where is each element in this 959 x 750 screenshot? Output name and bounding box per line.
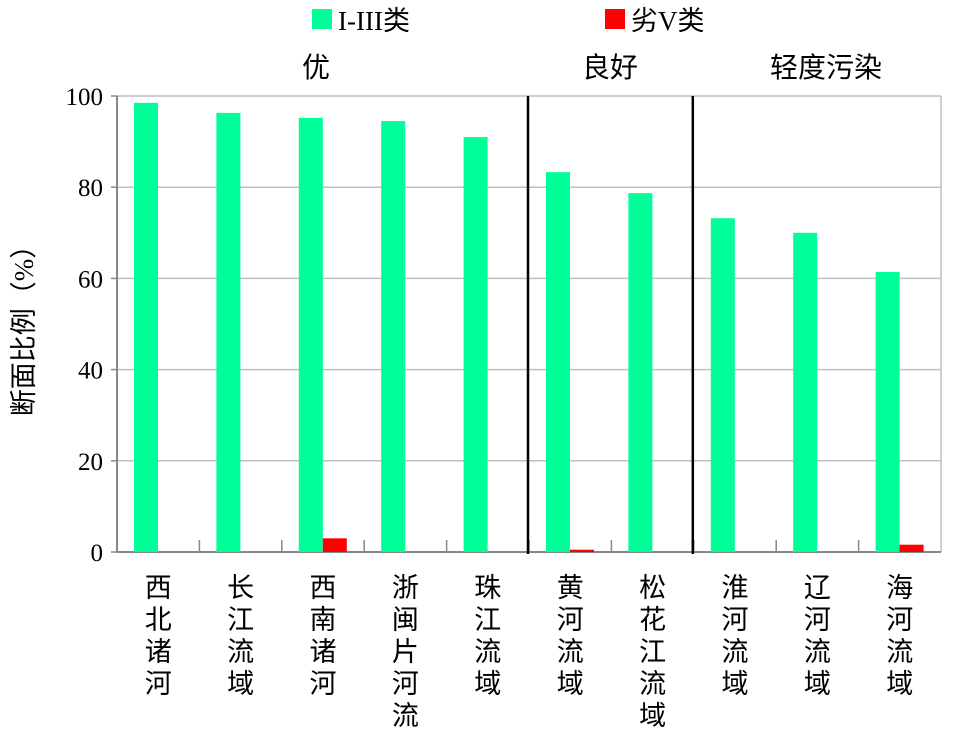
x-tick-label: 域 [804,669,831,699]
y-tick-label: 80 [78,175,103,202]
bar-worse-v [322,538,347,552]
x-tick-label: 花 [639,605,666,635]
x-tick-label: 流 [227,637,254,667]
bar-i-iii [463,137,488,553]
x-tick-label: 河 [557,605,584,635]
bar-i-iii [216,112,241,552]
x-tick-label: 河 [886,605,913,635]
x-tick-label: 域 [227,669,254,699]
x-tick-label: 域 [557,669,584,699]
x-tick-label: 北 [145,605,172,635]
x-tick-label: 西 [145,573,172,603]
x-tick-label: 江 [639,637,666,667]
group-label: 优 [302,52,330,84]
x-tick-label: 流 [886,637,913,667]
x-tick-label: 江 [474,605,501,635]
x-tick-label: 西 [310,573,337,603]
bar-i-iii [546,172,570,553]
x-tick-label: 流 [722,637,749,667]
group-label: 良好 [582,52,638,84]
x-tick-label: 流 [639,669,666,699]
bar-i-iii [381,121,406,552]
x-tick-label: 松 [639,573,666,603]
x-tick-label: 江 [227,605,254,635]
legend-swatch [605,9,625,29]
y-tick-label: 100 [66,84,104,111]
x-tick-label: 流 [474,637,501,667]
x-tick-label: 流 [804,637,831,667]
x-tick-label: 辽 [804,573,831,603]
x-tick-label: 河 [310,669,337,699]
x-tick-label: 诸 [145,637,172,667]
legend-label: I-III类 [338,6,410,36]
bar-i-iii [710,218,735,552]
y-axis-label: 断面比例（%） [9,232,39,417]
y-tick-label: 0 [91,540,104,567]
x-tick-label: 片 [392,637,419,667]
x-tick-label: 诸 [310,637,337,667]
bar-i-iii [134,102,158,552]
bar-i-iii [628,193,653,553]
x-tick-label: 流 [392,701,419,731]
x-tick-label: 域 [886,669,913,699]
x-tick-label: 海 [886,573,913,603]
bar-i-iii [793,232,818,553]
y-tick-label: 60 [78,266,103,293]
x-tick-label: 域 [639,701,666,731]
bar-i-iii [875,272,900,552]
y-tick-label: 40 [78,358,103,385]
x-tick-label: 浙 [392,573,419,603]
x-tick-label: 南 [310,605,337,635]
x-tick-label: 闽 [392,605,419,635]
x-tick-label: 珠 [474,573,501,603]
x-tick-label: 长 [227,573,254,603]
x-tick-label: 河 [722,605,749,635]
x-tick-label: 域 [722,669,749,699]
bar-worse-v [570,549,594,552]
bar-worse-v [899,544,924,552]
x-tick-label: 河 [804,605,831,635]
x-tick-label: 淮 [722,573,749,603]
y-tick-label: 20 [78,449,103,476]
legend-swatch [312,9,332,29]
group-label: 轻度污染 [770,52,882,84]
x-tick-label: 河 [392,669,419,699]
x-tick-label: 黄 [557,573,584,603]
x-tick-label: 河 [145,669,172,699]
legend-label: 劣V类 [631,6,705,36]
bar-i-iii [298,117,323,552]
x-tick-label: 域 [474,669,501,699]
x-tick-label: 流 [557,637,584,667]
